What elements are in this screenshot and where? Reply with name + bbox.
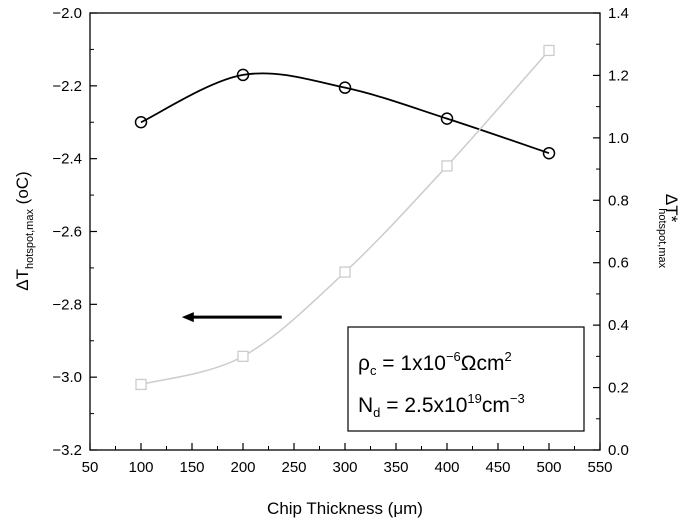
x-tick-label: 150	[179, 459, 204, 476]
x-tick-label: 500	[536, 459, 561, 476]
x-tick-label: 300	[332, 459, 357, 476]
data-point-square	[237, 350, 249, 363]
right-y-tick-label: 0.0	[608, 442, 629, 459]
right-y-axis-ticks: 1.4 1.2 1.0 0.8 0.6 0.4 0.2 0.0	[593, 5, 629, 459]
x-axis-title: Chip Thickness (μm)	[267, 499, 423, 518]
annotation-frame	[347, 326, 585, 432]
left-y-axis-ticks: −2.0 −2.2 −2.4 −2.6 −2.8 −3.0 −3.2	[52, 5, 97, 459]
x-tick-label: 400	[434, 459, 459, 476]
data-point-circle	[338, 81, 352, 94]
annotation-box: ρc = 1x10−6Ωcm2 Nd = 2.5x1019cm−3	[347, 326, 585, 432]
right-y-tick-label: 1.0	[608, 130, 629, 147]
x-tick-label: 550	[587, 459, 612, 476]
right-y-tick-label: 0.2	[608, 380, 629, 397]
right-y-tick-label: 1.4	[608, 5, 629, 22]
left-y-tick-label: −3.2	[52, 442, 82, 459]
data-point-circle	[236, 68, 250, 82]
left-y-tick-label: −2.0	[52, 5, 82, 22]
x-tick-label: 100	[128, 459, 153, 476]
annotation-line-doping: Nd = 2.5x1019cm−3	[358, 391, 525, 420]
left-y-tick-label: −2.4	[52, 151, 82, 168]
x-tick-label: 350	[383, 459, 408, 476]
direction-arrow	[181, 312, 282, 323]
right-y-tick-label: 0.8	[608, 192, 629, 209]
right-y-tick-label: 0.6	[608, 255, 629, 272]
data-point-square	[135, 378, 147, 391]
x-axis-ticks: 50 100 150 200 250 300 350 400 450 500 550	[82, 443, 613, 476]
right-y-axis-title: ΔT*hotspot,max	[656, 194, 681, 269]
x-tick-label: 200	[230, 459, 255, 476]
data-point-circle	[440, 112, 454, 125]
series-line	[140, 72, 550, 155]
x-tick-label: 450	[485, 459, 510, 476]
right-y-tick-label: 0.4	[608, 317, 629, 334]
x-tick-label: 250	[281, 459, 306, 476]
annotation-line-contact-resistivity: ρc = 1x10−6Ωcm2	[358, 349, 512, 378]
data-point-square	[543, 44, 555, 57]
series-1	[134, 68, 556, 160]
left-y-axis-title: ΔThotspot,max (oC)	[13, 171, 36, 290]
left-y-tick-label: −2.6	[52, 224, 82, 241]
left-y-tick-label: −3.0	[52, 369, 82, 386]
left-y-tick-label: −2.2	[52, 78, 82, 95]
data-point-square	[339, 266, 351, 278]
data-point-circle	[542, 146, 556, 160]
series-group	[134, 44, 556, 391]
arrow-head	[181, 312, 194, 323]
series-2	[135, 44, 555, 391]
data-point-square	[441, 160, 453, 172]
left-y-tick-label: −2.8	[52, 296, 82, 313]
data-point-circle	[134, 116, 148, 129]
right-y-tick-label: 1.2	[608, 67, 629, 84]
x-tick-label: 50	[82, 459, 99, 476]
